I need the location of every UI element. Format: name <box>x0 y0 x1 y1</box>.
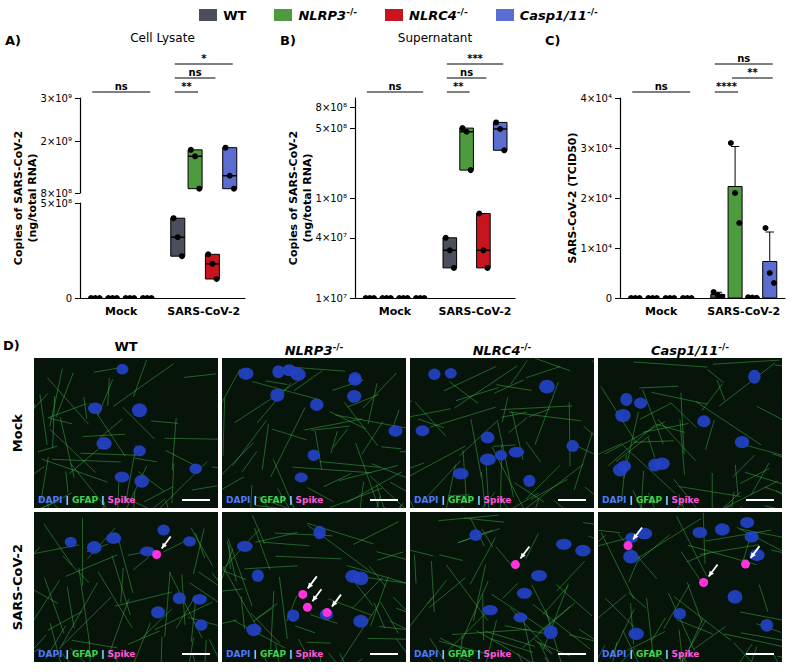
svg-text:0: 0 <box>66 293 72 304</box>
svg-text:B): B) <box>280 33 296 48</box>
svg-text:1×10⁷: 1×10⁷ <box>316 293 347 304</box>
svg-text:ns: ns <box>655 81 668 92</box>
svg-text:SARS-CoV-2 (TCID50): SARS-CoV-2 (TCID50) <box>566 133 579 264</box>
svg-text:**: ** <box>747 67 758 78</box>
svg-text:1×10⁴: 1×10⁴ <box>581 243 612 254</box>
svg-text:1×10⁸: 1×10⁸ <box>316 193 347 204</box>
svg-text:5×10⁸: 5×10⁸ <box>316 123 347 134</box>
svg-text:DAPI | GFAP | Spike: DAPI | GFAP | Spike <box>414 649 511 659</box>
html-text:Casp1/11-/-: Casp1/11-/- <box>519 6 598 24</box>
svg-text:**: ** <box>453 81 464 92</box>
svg-text:Mock: Mock <box>645 305 678 318</box>
svg-text:2×10⁹: 2×10⁹ <box>41 136 72 147</box>
svg-text:DAPI | GFAP | Spike: DAPI | GFAP | Spike <box>38 649 135 659</box>
svg-text:****: **** <box>716 81 738 92</box>
svg-text:**: ** <box>181 81 192 92</box>
svg-text:Copies of SARS-CoV-2: Copies of SARS-CoV-2 <box>12 131 25 265</box>
html-text:Casp1/11-/-: Casp1/11-/- <box>650 342 730 359</box>
svg-text:(ng/total RNA): (ng/total RNA) <box>26 153 39 242</box>
svg-text:***: *** <box>467 53 483 64</box>
svg-text:3×10⁹: 3×10⁹ <box>41 93 72 104</box>
svg-text:ns: ns <box>189 67 202 78</box>
svg-text:4×10⁷: 4×10⁷ <box>316 232 347 243</box>
html-text:NLRC4-/-: NLRC4-/- <box>472 342 532 359</box>
html-text:NLRP3-/-: NLRP3-/- <box>298 6 357 24</box>
svg-text:*: * <box>201 53 207 64</box>
svg-text:3×10⁴: 3×10⁴ <box>581 143 612 154</box>
html-text:WT: WT <box>114 339 138 354</box>
svg-text:DAPI | GFAP | Spike: DAPI | GFAP | Spike <box>414 495 511 505</box>
svg-text:Copies of SARS-CoV-2: Copies of SARS-CoV-2 <box>287 131 300 265</box>
svg-text:2×10⁴: 2×10⁴ <box>581 193 612 204</box>
svg-text:ns: ns <box>460 67 473 78</box>
svg-text:ns: ns <box>388 81 401 92</box>
svg-text:0: 0 <box>606 293 612 304</box>
svg-text:DAPI | GFAP | Spike: DAPI | GFAP | Spike <box>226 495 323 505</box>
svg-text:DAPI | GFAP | Spike: DAPI | GFAP | Spike <box>602 649 699 659</box>
svg-text:SARS-CoV-2: SARS-CoV-2 <box>439 305 512 318</box>
svg-text:Mock: Mock <box>379 305 412 318</box>
html-text:NLRC4-/-: NLRC4-/- <box>409 6 468 24</box>
html-text:Mock: Mock <box>9 413 25 453</box>
svg-text:Mock: Mock <box>105 305 138 318</box>
svg-text:A): A) <box>5 33 21 48</box>
svg-text:8×10⁸: 8×10⁸ <box>316 102 347 113</box>
svg-text:DAPI | GFAP | Spike: DAPI | GFAP | Spike <box>226 649 323 659</box>
html-text:WT: WT <box>223 7 247 23</box>
svg-text:4×10⁴: 4×10⁴ <box>581 93 612 104</box>
svg-text:SARS-CoV-2: SARS-CoV-2 <box>707 305 780 318</box>
svg-text:DAPI | GFAP | Spike: DAPI | GFAP | Spike <box>38 495 135 505</box>
html-text:D): D) <box>3 338 20 353</box>
html-text:NLRP3-/-: NLRP3-/- <box>284 342 344 359</box>
svg-text:C): C) <box>545 33 560 48</box>
svg-text:ns: ns <box>737 53 750 64</box>
svg-text:SARS-CoV-2: SARS-CoV-2 <box>167 305 240 318</box>
svg-text:8×10⁸: 8×10⁸ <box>40 187 72 199</box>
svg-text:DAPI | GFAP | Spike: DAPI | GFAP | Spike <box>602 495 699 505</box>
svg-text:Cell Lysate: Cell Lysate <box>130 31 195 45</box>
svg-text:Supernatant: Supernatant <box>398 31 473 45</box>
svg-text:ns: ns <box>115 81 128 92</box>
svg-text:5×10⁸: 5×10⁸ <box>41 198 72 209</box>
svg-text:(ng/total RNA): (ng/total RNA) <box>301 153 314 242</box>
html-text:SARS-CoV-2: SARS-CoV-2 <box>9 543 25 631</box>
